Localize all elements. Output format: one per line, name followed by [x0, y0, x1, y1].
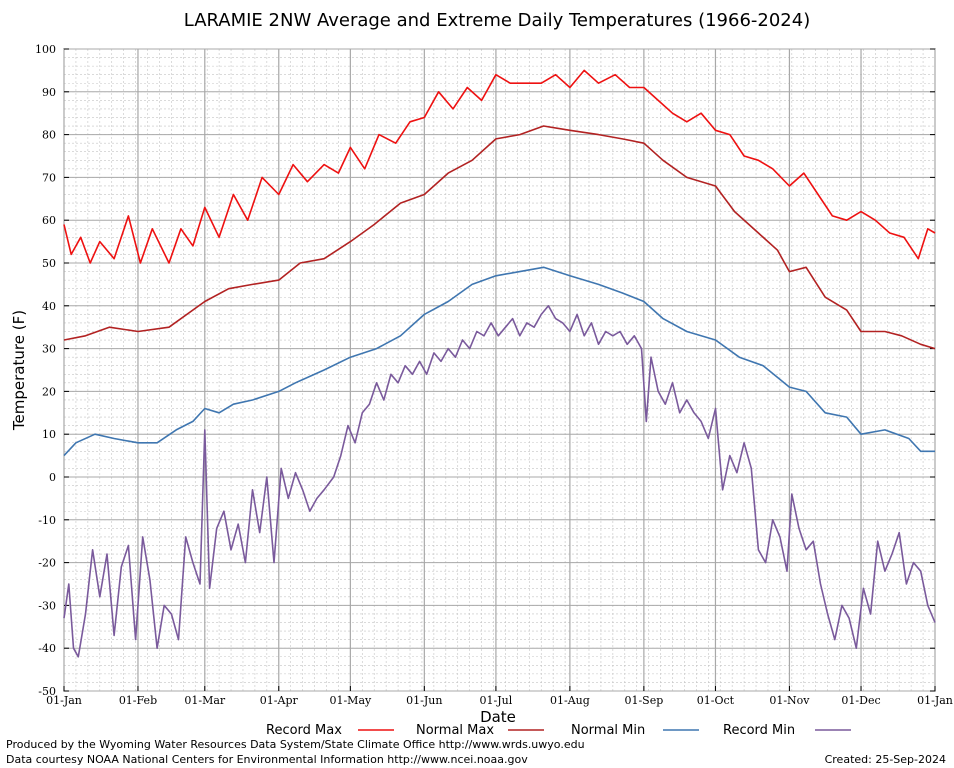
y-tick-label: 100 [35, 43, 56, 56]
series-line-normal-min [63, 266, 935, 457]
x-tick-label: 01-Sep [624, 694, 663, 707]
series-line-record-min [63, 305, 936, 658]
grid-major [63, 48, 936, 692]
y-tick-label: 30 [42, 343, 56, 356]
x-tick-label: 01-Jan [917, 694, 953, 707]
series-layer [63, 69, 936, 658]
y-tick-label: -30 [38, 599, 56, 612]
x-tick-label: 01-Jun [406, 694, 442, 707]
x-tick-label: 01-Dec [841, 694, 880, 707]
y-tick-label: -40 [38, 642, 56, 655]
y-tick-label: 60 [42, 214, 56, 227]
footer-produced-by: Produced by the Wyoming Water Resources … [6, 738, 585, 751]
footer-data-courtesy: Data courtesy NOAA National Centers for … [6, 753, 528, 766]
chart-title: LARAMIE 2NW Average and Extreme Daily Te… [184, 10, 810, 31]
legend-label-normal-min: Normal Min [571, 723, 645, 738]
y-tick-label: 20 [42, 385, 56, 398]
x-tick-label: 01-Aug [550, 694, 590, 707]
footer-created: Created: 25-Sep-2024 [825, 753, 946, 766]
x-tick-label: 01-Feb [119, 694, 157, 707]
legend-label-normal-max: Normal Max [416, 723, 494, 738]
y-tick-label: 50 [42, 257, 56, 270]
y-tick-label: -20 [38, 557, 56, 570]
x-tick-label: 01-Jul [480, 694, 513, 707]
y-tick-label: -50 [38, 685, 56, 698]
y-tick-label: -10 [38, 514, 56, 527]
y-tick-label: 0 [49, 471, 56, 484]
x-axis-label: Date [480, 708, 516, 726]
legend: Record Max Normal Max Normal Min Record Min [266, 723, 851, 738]
series-line-record-max [63, 69, 936, 264]
x-tick-label: 01-Jan [46, 694, 82, 707]
x-tick-label: 01-Oct [697, 694, 735, 707]
y-axis-label: Temperature (F) [10, 310, 28, 431]
x-tick-label: 01-Apr [260, 694, 299, 707]
y-tick-label: 40 [42, 300, 56, 313]
y-tick-label: 90 [42, 86, 56, 99]
legend-label-record-max: Record Max [266, 723, 342, 738]
y-tick-label: 10 [42, 428, 56, 441]
series-line-normal-max [63, 125, 936, 350]
x-tick-label: 01-May [329, 694, 372, 707]
y-tick-label: 80 [42, 129, 56, 142]
x-tick-label: 01-Nov [769, 694, 810, 707]
y-tick-label: 70 [42, 171, 56, 184]
y-axis: -50 -40 -30 -20 -10 0 10 20 30 40 50 60 70 80 90 100 [35, 43, 935, 698]
x-axis: 01-Jan 01-Feb 01-Mar 01-Apr 01-May 01-Jun 01-J… [46, 686, 953, 707]
plot-frame [63, 48, 936, 692]
x-tick-label: 01-Mar [184, 694, 226, 707]
legend-label-record-min: Record Min [723, 723, 795, 738]
